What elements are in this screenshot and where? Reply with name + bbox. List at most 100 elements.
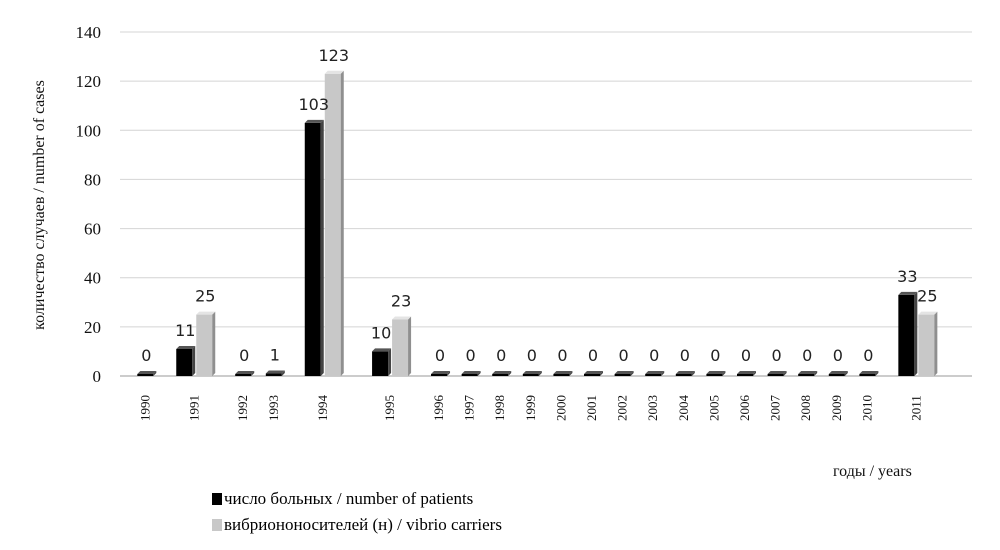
bar-top-patients-2007 <box>767 371 787 374</box>
bar-patients-2006 <box>737 374 753 376</box>
bar-patients-2005 <box>706 374 723 376</box>
y-tick-label: 0 <box>93 367 102 386</box>
bar-side-carriers-2011 <box>934 311 938 376</box>
x-tick-label: 1999 <box>523 395 538 421</box>
bar-patients-2007 <box>767 374 784 376</box>
data-label-carriers-1995: 23 <box>391 291 411 310</box>
bar-patients-2001 <box>584 374 601 376</box>
bar-patients-1998 <box>492 374 509 376</box>
x-tick-label: 1993 <box>266 395 281 421</box>
x-tick-label: 2000 <box>553 395 568 421</box>
y-tick-label: 60 <box>84 220 101 239</box>
data-label-patients-1990: 0 <box>141 346 151 365</box>
bar-top-patients-1995 <box>372 348 392 352</box>
bar-top-patients-1990 <box>137 371 157 374</box>
data-label-patients-1993: 1 <box>270 346 280 365</box>
bar-top-patients-2000 <box>553 371 573 374</box>
bar-patients-2000 <box>553 374 570 376</box>
data-label-patients-2009: 0 <box>833 346 843 365</box>
x-tick-label: 2007 <box>768 395 783 422</box>
bar-top-patients-2002 <box>614 371 634 374</box>
bar-patients-1991 <box>176 348 193 376</box>
bar-patients-1999 <box>522 374 539 376</box>
data-label-patients-2008: 0 <box>802 346 812 365</box>
bar-side-carriers-1991 <box>212 311 216 376</box>
bar-side-carriers-1994 <box>340 70 344 377</box>
bar-top-patients-2001 <box>584 371 604 374</box>
bar-top-patients-2004 <box>675 371 695 374</box>
bar-patients-2010 <box>859 374 876 376</box>
bar-top-patients-2009 <box>828 371 848 374</box>
bar-patients-2009 <box>828 374 845 376</box>
x-tick-label: 2009 <box>829 395 844 421</box>
bar-top-carriers-1994 <box>324 70 344 74</box>
x-tick-label: 2008 <box>798 395 813 421</box>
bar-top-carriers-2011 <box>918 311 938 315</box>
legend-item-patients: число больных / number of patients <box>212 486 502 512</box>
data-label-patients-2007: 0 <box>772 346 782 365</box>
bar-top-patients-2010 <box>859 371 879 374</box>
bar-top-patients-2008 <box>798 371 818 374</box>
bar-patients-1997 <box>461 374 478 376</box>
bar-patients-1993 <box>265 373 282 376</box>
data-label-patients-1995: 10 <box>371 323 391 342</box>
bar-patients-2003 <box>645 374 662 376</box>
x-tick-label: 1992 <box>235 395 250 421</box>
data-label-patients-1992: 0 <box>239 346 249 365</box>
bar-top-patients-1991 <box>176 345 196 349</box>
bar-side-patients-2004 <box>691 371 695 376</box>
bar-side-patients-2010 <box>875 371 879 376</box>
bar-carriers-1995 <box>392 319 409 376</box>
x-axis-ticks: 1990 1991 1992 1993 1994 1995 1996 1997 1998 1999… <box>137 395 923 422</box>
bar-side-patients-2002 <box>630 371 634 376</box>
data-label-patients-2006: 0 <box>741 346 751 365</box>
x-tick-label: 1991 <box>186 395 201 421</box>
data-label-patients-2004: 0 <box>680 346 690 365</box>
bar-top-patients-1992 <box>235 371 255 374</box>
data-label-patients-1991: 11 <box>175 321 195 340</box>
bar-side-patients-1998 <box>508 371 512 376</box>
x-tick-label: 1990 <box>137 395 152 421</box>
bar-patients-1992 <box>235 374 252 376</box>
x-axis-title: годы / years <box>833 463 912 480</box>
x-tick-label: 1998 <box>492 395 507 421</box>
bar-patients-1990 <box>137 374 154 376</box>
bar-top-patients-1994 <box>304 119 324 123</box>
bar-top-patients-1998 <box>492 371 512 374</box>
bar-side-carriers-1995 <box>408 316 412 376</box>
data-label-patients-2000: 0 <box>557 346 567 365</box>
bar-side-patients-2005 <box>722 371 726 376</box>
x-tick-label: 2010 <box>859 395 874 421</box>
x-tick-label: 2005 <box>706 395 721 421</box>
bar-top-patients-1993 <box>265 370 285 374</box>
data-label-patients-1997: 0 <box>466 346 476 365</box>
y-tick-label: 40 <box>84 269 101 288</box>
y-tick-label: 20 <box>84 318 101 337</box>
data-label-carriers-1994: 123 <box>318 46 349 65</box>
legend-label-carriers: вибриононосителей (н) / vibrio carriers <box>224 515 502 534</box>
data-label-patients-2003: 0 <box>649 346 659 365</box>
x-tick-label: 2004 <box>676 395 691 422</box>
data-label-patients-2011: 33 <box>897 267 917 286</box>
bar-side-patients-1997 <box>477 371 481 376</box>
bar-carriers-1991 <box>196 314 213 376</box>
data-label-patients-1999: 0 <box>527 346 537 365</box>
x-tick-label: 2001 <box>584 395 599 421</box>
bar-top-patients-1996 <box>431 371 451 374</box>
bar-side-patients-2009 <box>844 371 848 376</box>
x-tick-label: 2002 <box>615 395 630 421</box>
x-tick-label: 1994 <box>315 395 330 422</box>
bars <box>137 70 938 377</box>
data-label-patients-2005: 0 <box>710 346 720 365</box>
bar-side-patients-2008 <box>814 371 818 376</box>
x-tick-label: 2011 <box>908 395 923 421</box>
x-tick-label: 2006 <box>737 395 752 422</box>
y-tick-label: 100 <box>76 121 102 140</box>
bar-top-patients-2011 <box>898 291 918 295</box>
legend-swatch-carriers <box>212 519 222 531</box>
bar-side-patients-1995 <box>388 348 392 376</box>
x-tick-label: 1997 <box>462 395 477 422</box>
bar-patients-1996 <box>431 374 448 376</box>
legend-swatch-patients <box>212 493 222 505</box>
